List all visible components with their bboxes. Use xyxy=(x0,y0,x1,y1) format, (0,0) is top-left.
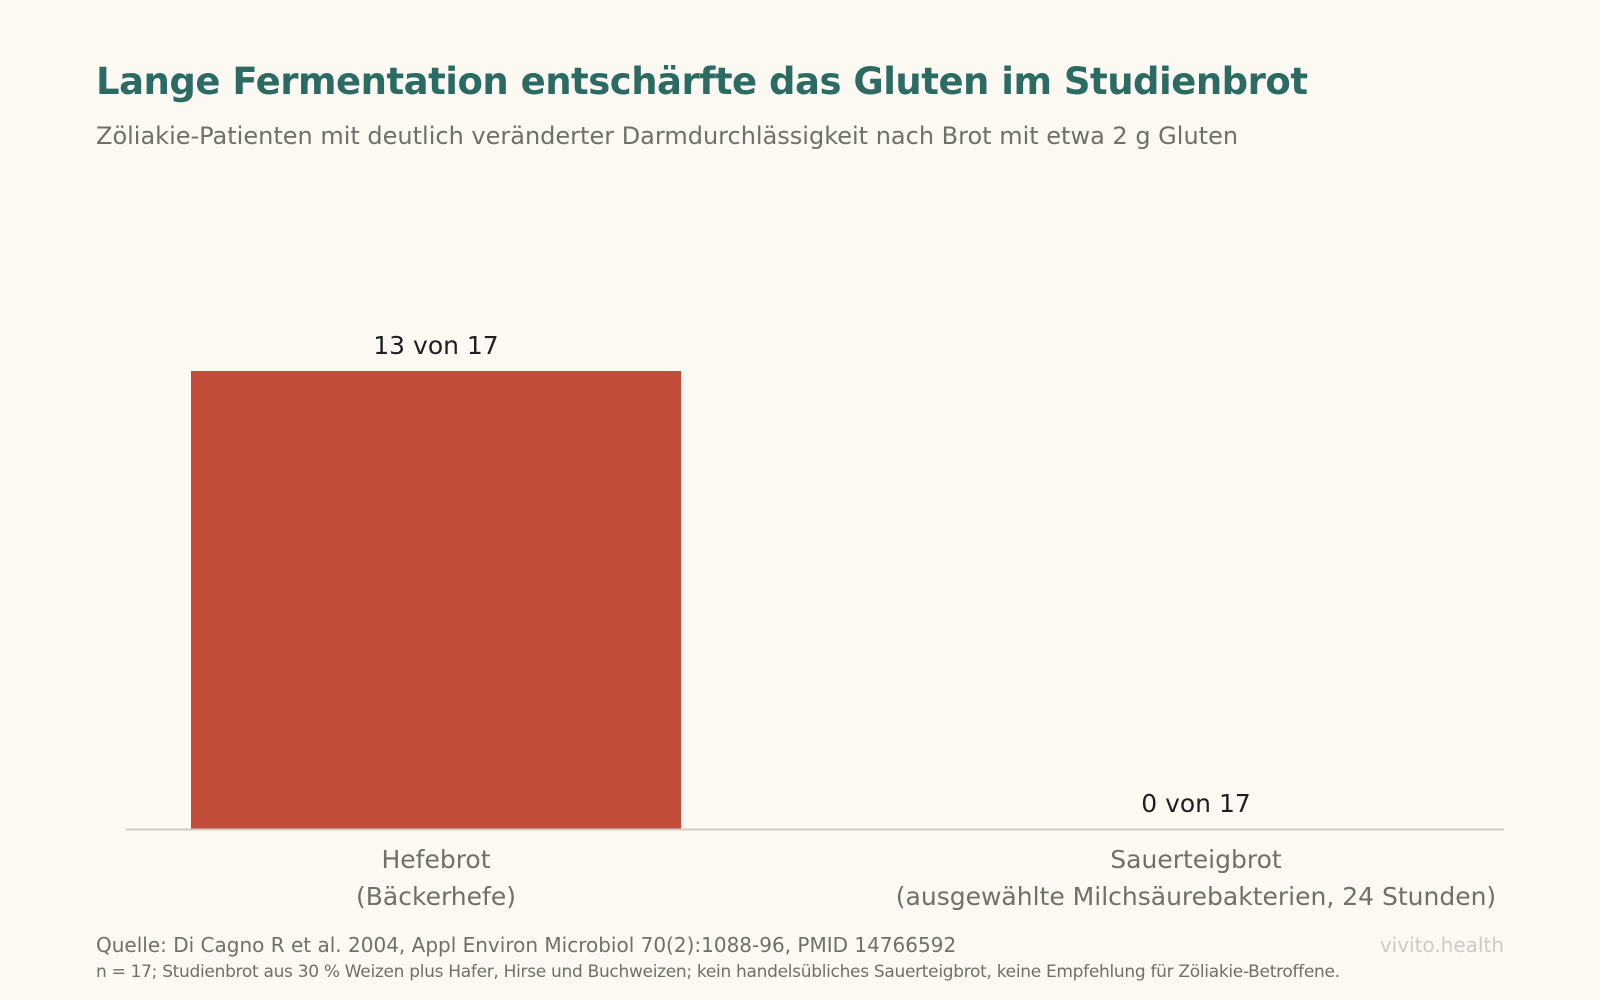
category-label-0-0: Hefebrot xyxy=(381,845,490,874)
bar-0 xyxy=(191,371,681,829)
category-label-1-1: (ausgewählte Milchsäurebakterien, 24 Stu… xyxy=(896,882,1496,911)
value-label-0: 13 von 17 xyxy=(373,331,498,360)
category-label-1-0: Sauerteigbrot xyxy=(1110,845,1282,874)
chart-subtitle: Zöliakie-Patienten mit deutlich veränder… xyxy=(96,122,1239,150)
source-citation: Quelle: Di Cagno R et al. 2004, Appl Env… xyxy=(96,933,957,957)
footnote: n = 17; Studienbrot aus 30 % Weizen plus… xyxy=(96,962,1340,982)
category-label-0-1: (Bäckerhefe) xyxy=(356,882,516,911)
chart-title: Lange Fermentation entschärfte das Glute… xyxy=(96,60,1308,103)
value-label-1: 0 von 17 xyxy=(1141,789,1251,818)
brand-watermark: vivito.health xyxy=(1379,933,1504,957)
